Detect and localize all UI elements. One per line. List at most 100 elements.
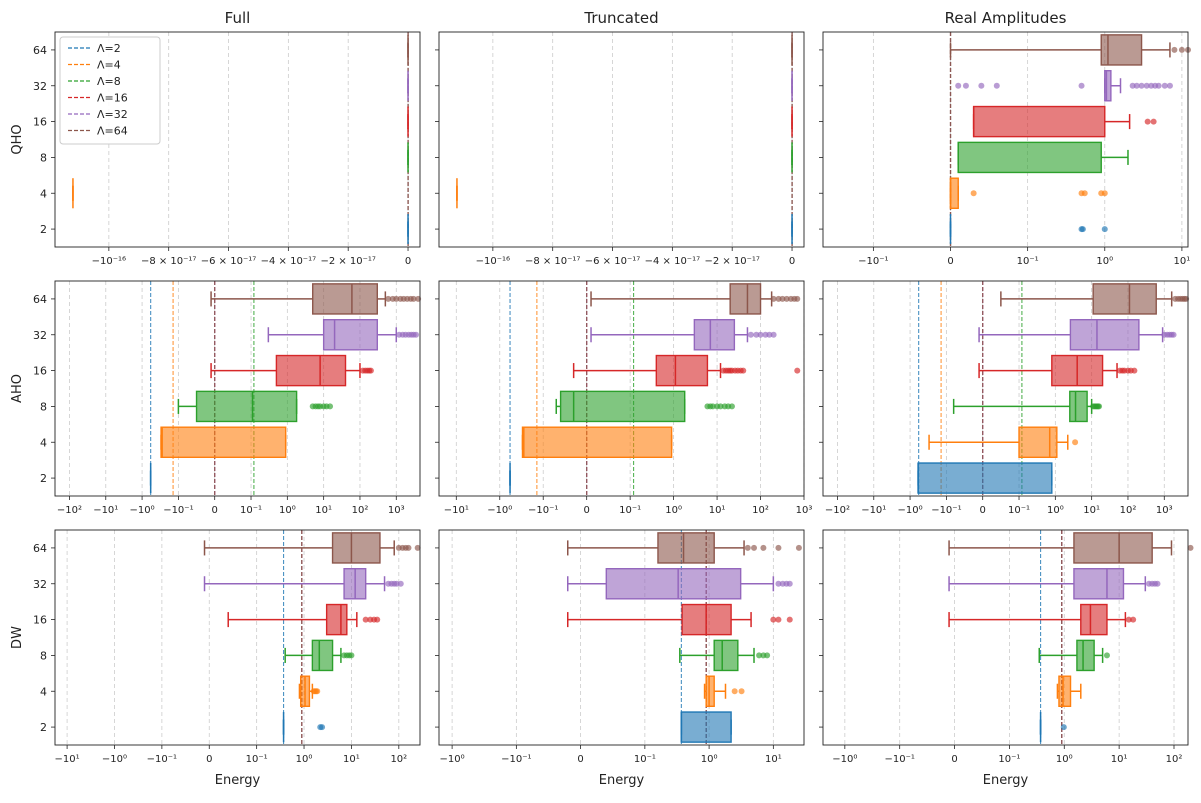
column-title-0: Full — [225, 9, 251, 27]
x-axis-label: Energy — [983, 773, 1029, 788]
box-iqr — [713, 639, 739, 672]
box-iqr — [331, 532, 381, 564]
outlier-point — [1144, 118, 1151, 125]
y-tick-label: 8 — [40, 151, 47, 164]
x-tick-label: −10¹ — [861, 505, 886, 516]
x-tick-label: −4 × 10⁻¹⁷ — [261, 256, 317, 267]
legend-label-lambda-32: Λ=32 — [97, 108, 128, 121]
outlier-point — [1170, 331, 1177, 338]
outlier-point — [783, 295, 790, 302]
box-lambda-32 — [267, 319, 420, 351]
x-tick-label: −10¹ — [444, 505, 469, 516]
box-iqr — [705, 675, 715, 708]
box-iqr — [729, 283, 762, 315]
box-lambda-8 — [555, 390, 735, 423]
x-axis-label: Energy — [215, 773, 261, 788]
outlier-point — [1081, 190, 1088, 197]
x-tick-label: 10² — [352, 505, 369, 516]
x-tick-label: 10⁻¹ — [1017, 256, 1039, 267]
box-iqr — [275, 354, 347, 387]
box-iqr — [312, 283, 378, 315]
x-tick-label: −10¹ — [55, 754, 80, 765]
outlier-point — [413, 331, 420, 338]
x-tick-label: 10² — [1166, 754, 1183, 765]
x-tick-label: 0 — [789, 256, 795, 267]
box-lambda-64 — [210, 283, 422, 315]
y-tick-label: 32 — [33, 80, 47, 93]
panel-frame — [438, 31, 805, 248]
box-lambda-64 — [567, 532, 802, 564]
x-tick-label: 10¹ — [343, 754, 360, 765]
x-tick-label: −8 × 10⁻¹⁷ — [141, 256, 197, 267]
x-tick-label: 10¹ — [1111, 754, 1128, 765]
box-lambda-4 — [160, 426, 287, 459]
box-lambda-32 — [203, 568, 404, 600]
x-tick-label: 10⁰ — [665, 505, 682, 516]
x-tick-label: 0 — [212, 505, 218, 516]
outlier-point — [1101, 190, 1108, 197]
outlier-point — [794, 367, 801, 374]
outlier-point — [348, 652, 355, 659]
box-lambda-32 — [948, 568, 1161, 600]
panel-aho-1: −10¹ −10⁰ −10⁻¹ 0 10⁻¹ 10⁰ 10¹ 10² 10³ — [435, 280, 812, 516]
outlier-point — [786, 580, 793, 587]
outlier-point — [1143, 82, 1150, 89]
box-iqr — [1069, 319, 1140, 351]
outlier-point — [775, 580, 782, 587]
outlier-point — [1129, 82, 1136, 89]
y-tick-label: 4 — [40, 685, 47, 698]
x-tick-label: −10⁰ — [130, 505, 155, 516]
y-tick-label: 4 — [40, 187, 47, 200]
panel-dw-2: −10⁰ −10⁻¹ 0 10⁻¹ 10⁰ 10¹ 10² Energy — [819, 529, 1194, 788]
panel-qho-2: −10⁻¹ 0 10⁻¹ 10⁰ 10¹ — [819, 31, 1191, 267]
outlier-point — [779, 295, 786, 302]
outlier-point — [414, 544, 421, 551]
box-lambda-16 — [210, 354, 374, 387]
outlier-point — [970, 190, 977, 197]
panel-frame — [54, 280, 421, 497]
x-tick-label: −10⁰ — [440, 754, 465, 765]
x-tick-label: 10³ — [388, 505, 405, 516]
x-tick-label: −10⁰ — [487, 505, 512, 516]
outlier-point — [962, 82, 969, 89]
box-iqr — [917, 462, 1053, 494]
box-lambda-8 — [1038, 639, 1110, 672]
box-iqr — [605, 568, 742, 600]
legend-label-lambda-16: Λ=16 — [97, 92, 128, 105]
panel-qho-0: −10⁻¹⁶ −8 × 10⁻¹⁷ −6 × 10⁻¹⁷ −4 × 10⁻¹⁷ −2 ×… — [33, 31, 421, 267]
x-tick-label: 0 — [405, 256, 411, 267]
y-tick-label: 16 — [33, 365, 47, 378]
outlier-point — [756, 652, 763, 659]
box-lambda-32 — [590, 319, 777, 351]
outlier-point — [955, 82, 962, 89]
box-lambda-8 — [679, 639, 771, 672]
outlier-point — [978, 82, 985, 89]
box-iqr — [957, 141, 1102, 174]
outlier-point — [1150, 118, 1157, 125]
x-tick-label: 10² — [752, 505, 769, 516]
panel-frame — [438, 280, 805, 497]
box-lambda-16 — [572, 354, 801, 387]
box-iqr — [559, 390, 686, 423]
x-tick-label: 0 — [577, 754, 583, 765]
outlier-point — [709, 403, 716, 410]
outlier-point — [770, 331, 777, 338]
outlier-point — [786, 616, 793, 623]
x-tick-label: −10⁰ — [898, 505, 923, 516]
panel-dw-1: −10⁰ −10⁻¹ 0 10⁻¹ 10⁰ 10¹ Energy — [435, 529, 805, 788]
x-tick-label: 10⁻¹ — [998, 754, 1020, 765]
box-lambda-64 — [948, 532, 1194, 564]
outlier-point — [775, 544, 782, 551]
outlier-point — [738, 688, 745, 695]
outlier-point — [393, 295, 400, 302]
outlier-point — [795, 544, 802, 551]
x-tick-label: 0 — [947, 256, 953, 267]
outlier-point — [410, 295, 417, 302]
box-iqr — [949, 177, 959, 209]
box-lambda-16 — [567, 603, 793, 636]
outlier-point — [757, 331, 764, 338]
box-lambda-2 — [917, 462, 1053, 494]
box-iqr — [521, 426, 673, 459]
box-lambda-4 — [703, 675, 745, 708]
box-iqr — [322, 319, 378, 351]
